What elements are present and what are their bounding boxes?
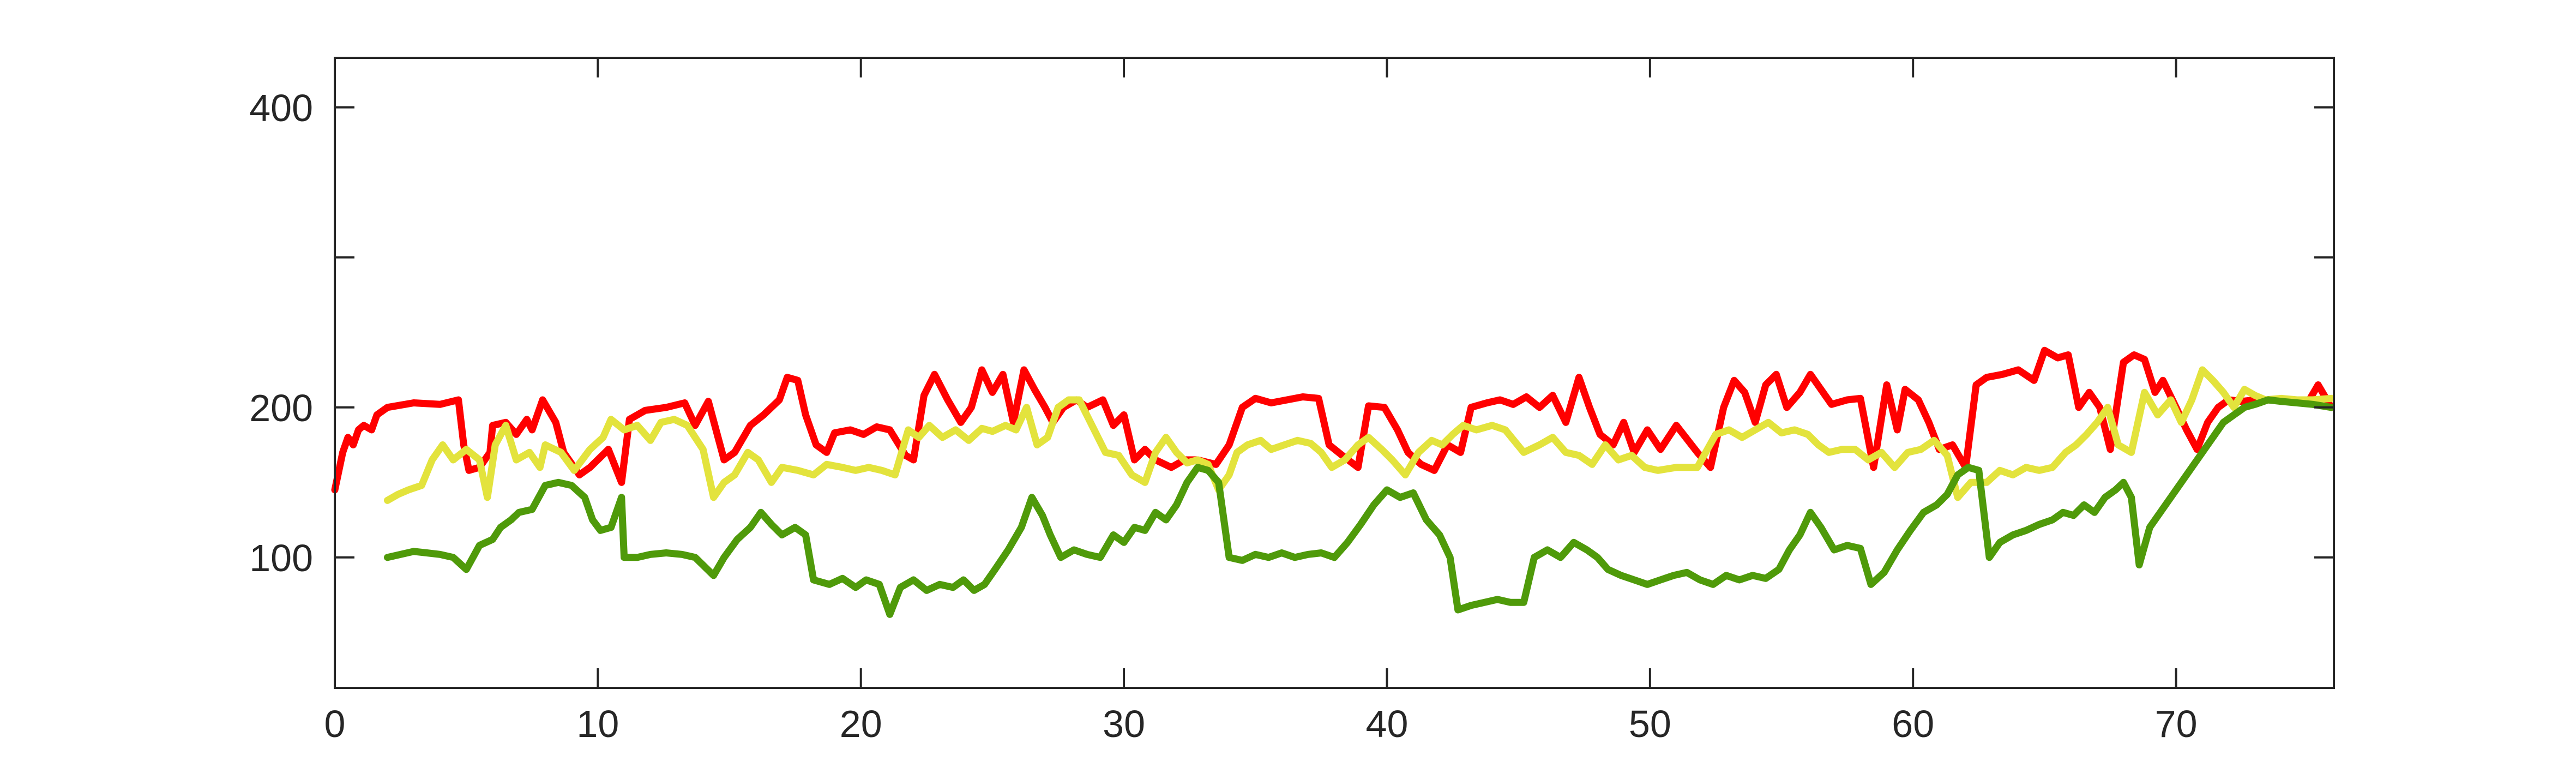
x-tick-label: 50: [1629, 703, 1671, 745]
x-tick-label: 10: [576, 703, 619, 745]
axis-layer: 0 10 20 30 40 50 60 70 100 200 400: [249, 58, 2334, 745]
series-line-2: [384, 366, 2335, 504]
x-tick-label: 0: [324, 703, 346, 745]
x-tick-label: 70: [2155, 703, 2198, 745]
y-tick-label: 200: [249, 387, 313, 429]
x-tick-label: 30: [1103, 703, 1145, 745]
y-tick-label: 100: [249, 537, 313, 579]
plot-frame: [334, 57, 2335, 689]
series-line-3: [384, 396, 2335, 618]
y-tick-label: 400: [249, 87, 313, 129]
series-layer: [331, 346, 2335, 618]
x-tick-label: 60: [1892, 703, 1934, 745]
series-line-1: [331, 346, 2335, 494]
x-tick-label: 20: [840, 703, 882, 745]
x-tick-label: 40: [1366, 703, 1409, 745]
